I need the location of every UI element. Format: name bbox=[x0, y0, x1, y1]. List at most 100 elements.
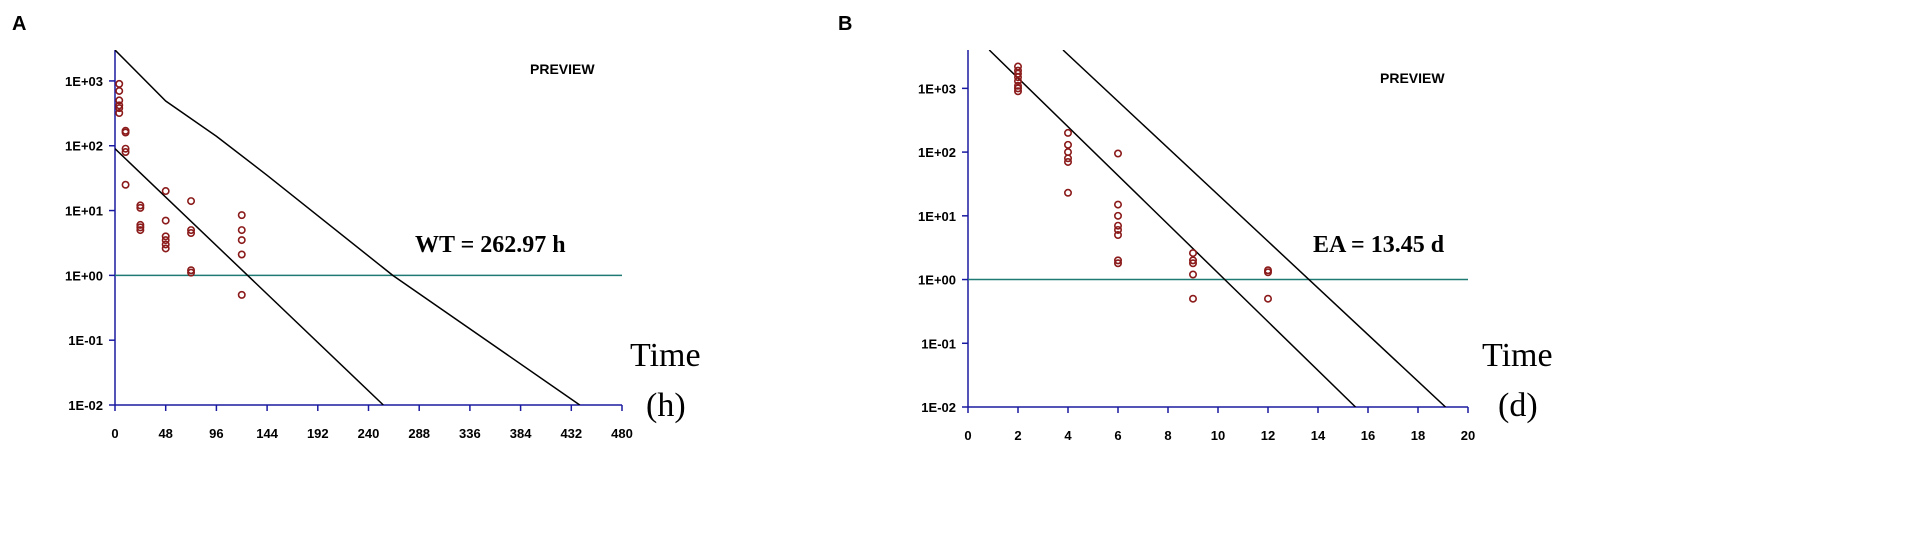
y-tick-label: 1E+01 bbox=[65, 204, 103, 219]
data-point bbox=[1013, 77, 1022, 86]
y-tick-label: 1E+02 bbox=[65, 139, 103, 154]
data-point bbox=[1064, 154, 1073, 163]
data-point bbox=[187, 268, 196, 277]
data-point bbox=[187, 229, 196, 238]
data-point bbox=[1189, 256, 1198, 265]
x-tick-label: 14 bbox=[1311, 428, 1326, 443]
x-axis-label: (h) bbox=[646, 387, 686, 424]
data-point bbox=[1114, 221, 1123, 230]
data-point bbox=[1114, 200, 1123, 209]
y-tick-label: 1E+03 bbox=[65, 74, 103, 89]
y-tick-label: 1E-02 bbox=[68, 398, 103, 413]
data-point bbox=[187, 226, 196, 235]
panel-label: B bbox=[838, 13, 852, 35]
data-point bbox=[1114, 231, 1123, 240]
x-tick-label: 336 bbox=[459, 426, 481, 441]
x-axis-label: Time bbox=[630, 337, 701, 374]
data-point bbox=[1189, 259, 1198, 268]
data-point bbox=[121, 144, 130, 153]
fit-line bbox=[1062, 50, 1447, 407]
data-point bbox=[1114, 225, 1123, 234]
data-point bbox=[237, 250, 246, 259]
x-tick-label: 288 bbox=[408, 426, 430, 441]
x-tick-label: 18 bbox=[1411, 428, 1425, 443]
x-tick-label: 0 bbox=[111, 426, 118, 441]
data-point bbox=[136, 226, 145, 235]
data-point bbox=[115, 108, 124, 117]
data-point bbox=[121, 180, 130, 189]
data-point bbox=[161, 244, 170, 253]
x-tick-label: 0 bbox=[964, 428, 971, 443]
y-tick-label: 1E+01 bbox=[918, 209, 956, 224]
data-point bbox=[1264, 294, 1273, 303]
data-point bbox=[115, 104, 124, 113]
data-point bbox=[187, 266, 196, 275]
data-point bbox=[136, 223, 145, 232]
y-tick-label: 1E+00 bbox=[918, 273, 956, 288]
x-tick-label: 144 bbox=[256, 426, 278, 441]
y-tick-label: 1E-01 bbox=[921, 336, 956, 351]
data-point bbox=[136, 220, 145, 229]
data-point bbox=[161, 232, 170, 241]
data-point bbox=[115, 86, 124, 95]
data-point bbox=[1064, 128, 1073, 137]
x-tick-label: 8 bbox=[1164, 428, 1171, 443]
y-tick-label: 1E-01 bbox=[68, 333, 103, 348]
x-tick-label: 432 bbox=[560, 426, 582, 441]
x-tick-label: 6 bbox=[1114, 428, 1121, 443]
y-tick-label: 1E+03 bbox=[918, 81, 956, 96]
data-point bbox=[136, 201, 145, 210]
data-point bbox=[1064, 157, 1073, 166]
data-point bbox=[1013, 87, 1022, 96]
panel-label: A bbox=[12, 13, 26, 35]
data-point bbox=[161, 216, 170, 225]
x-tick-label: 2 bbox=[1014, 428, 1021, 443]
data-point bbox=[161, 236, 170, 245]
x-tick-label: 48 bbox=[158, 426, 172, 441]
fit-line bbox=[115, 50, 581, 405]
panel: A PREVIEW 1E-02 1E-01 1E+00 1E+01 1E+02 1E+03 0 4… bbox=[12, 13, 701, 441]
x-tick-label: 240 bbox=[358, 426, 380, 441]
data-point bbox=[1114, 149, 1123, 158]
watermark: PREVIEW bbox=[1380, 70, 1445, 86]
fit-line bbox=[115, 148, 384, 405]
data-point bbox=[1064, 188, 1073, 197]
data-point bbox=[1189, 270, 1198, 279]
y-tick-label: 1E+02 bbox=[918, 145, 956, 160]
data-point bbox=[1114, 259, 1123, 268]
annotation: WT = 262.97 h bbox=[415, 232, 566, 258]
data-point bbox=[237, 226, 246, 235]
data-point bbox=[161, 187, 170, 196]
data-point bbox=[121, 148, 130, 157]
data-point bbox=[1013, 69, 1022, 78]
data-point bbox=[237, 236, 246, 245]
y-tick-label: 1E+00 bbox=[65, 268, 103, 283]
data-point bbox=[1264, 268, 1273, 277]
data-point bbox=[1013, 73, 1022, 82]
x-tick-label: 10 bbox=[1211, 428, 1225, 443]
data-point bbox=[115, 96, 124, 105]
data-point bbox=[161, 240, 170, 249]
x-tick-label: 384 bbox=[510, 426, 532, 441]
x-tick-label: 192 bbox=[307, 426, 329, 441]
x-tick-label: 4 bbox=[1064, 428, 1072, 443]
x-tick-label: 16 bbox=[1361, 428, 1375, 443]
data-point bbox=[1013, 84, 1022, 93]
annotation: EA = 13.45 d bbox=[1313, 232, 1445, 258]
x-tick-label: 20 bbox=[1461, 428, 1475, 443]
data-point bbox=[1114, 211, 1123, 220]
data-point bbox=[136, 203, 145, 212]
panel: B PREVIEW 1E-02 1E-01 1E+00 1E+01 1E+02 1E+03 0 2… bbox=[838, 13, 1553, 443]
data-point bbox=[115, 101, 124, 110]
data-point bbox=[1114, 256, 1123, 265]
data-point bbox=[1013, 81, 1022, 90]
watermark: PREVIEW bbox=[530, 61, 595, 77]
fit-line bbox=[988, 50, 1357, 407]
x-axis-label: Time bbox=[1482, 337, 1553, 374]
x-tick-label: 12 bbox=[1261, 428, 1275, 443]
data-point bbox=[1064, 140, 1073, 149]
data-point bbox=[121, 128, 130, 137]
data-point bbox=[187, 197, 196, 206]
data-point bbox=[115, 79, 124, 88]
